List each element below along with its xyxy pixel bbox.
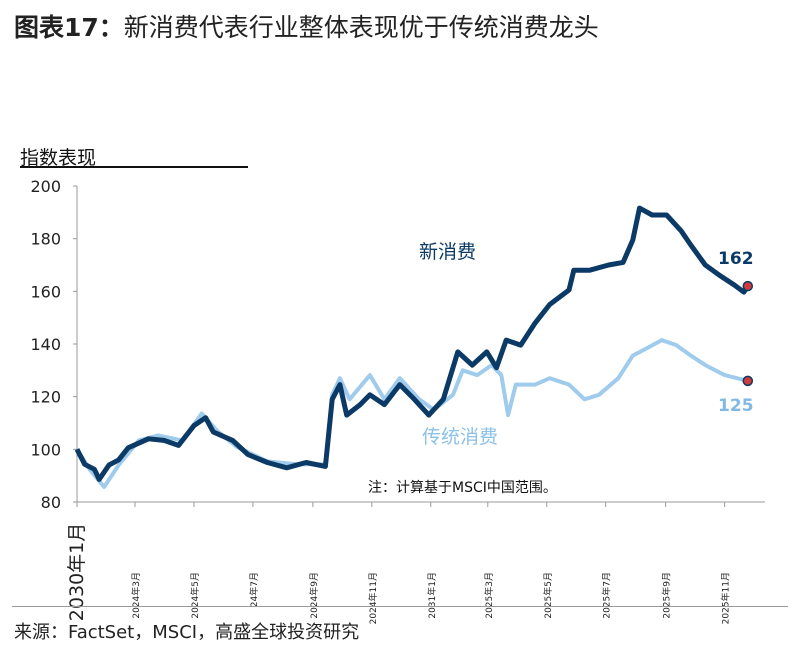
figure-title: 图表17：新消费代表行业整体表现优于传统消费龙头 [14, 8, 599, 44]
end-value-label: 125 [718, 396, 754, 416]
x-tick-label: 2025年3月 [483, 572, 495, 619]
end-point-marker [742, 375, 754, 387]
series-line-traditional-consumption [75, 338, 749, 489]
y-tick-label: 120 [30, 388, 61, 407]
series-label-new-consumption: 新消费 [419, 241, 476, 263]
x-tick-label: 2024年3月 [130, 572, 142, 619]
figure-number: 图表17： [14, 13, 124, 42]
x-tick-label: 2024年9月 [308, 572, 320, 619]
source-note: 来源：FactSet，MSCI，高盛全球投资研究 [14, 622, 360, 643]
x-tick-label: 2025年9月 [661, 572, 673, 619]
end-point-marker [742, 280, 754, 292]
x-tick-label: 2025年7月 [601, 572, 613, 619]
footer-divider [12, 606, 788, 607]
series-label-traditional-consumption: 传统消费 [422, 426, 498, 448]
y-tick-label: 140 [30, 335, 61, 354]
end-value-label: 162 [718, 249, 754, 269]
y-tick-label: 160 [30, 282, 61, 301]
x-tick-label: 24年7月 [248, 572, 260, 607]
figure-title-text: 新消费代表行业整体表现优于传统消费龙头 [123, 13, 599, 42]
x-tick-label: 2025年11月 [720, 572, 732, 624]
y-axis-title: 指数表现 [20, 147, 97, 169]
series-line-new-consumption [74, 205, 750, 482]
y-tick-label: 100 [30, 440, 61, 459]
y-tick-label: 180 [30, 230, 61, 249]
x-tick-label: 2024年5月 [189, 572, 201, 619]
x-tick-label: 2024年11月 [367, 572, 379, 624]
y-tick-label: 200 [30, 177, 61, 196]
y-axis-title-underline [20, 166, 248, 168]
x-tick-label: 2031年1月 [426, 572, 438, 619]
y-tick-label: 80 [41, 493, 61, 512]
x-tick-label: 2025年5月 [542, 572, 554, 619]
chart-note: 注：计算基于MSCI中国范围。 [368, 479, 557, 496]
x-tick-label: 2030年1月 [66, 523, 88, 621]
